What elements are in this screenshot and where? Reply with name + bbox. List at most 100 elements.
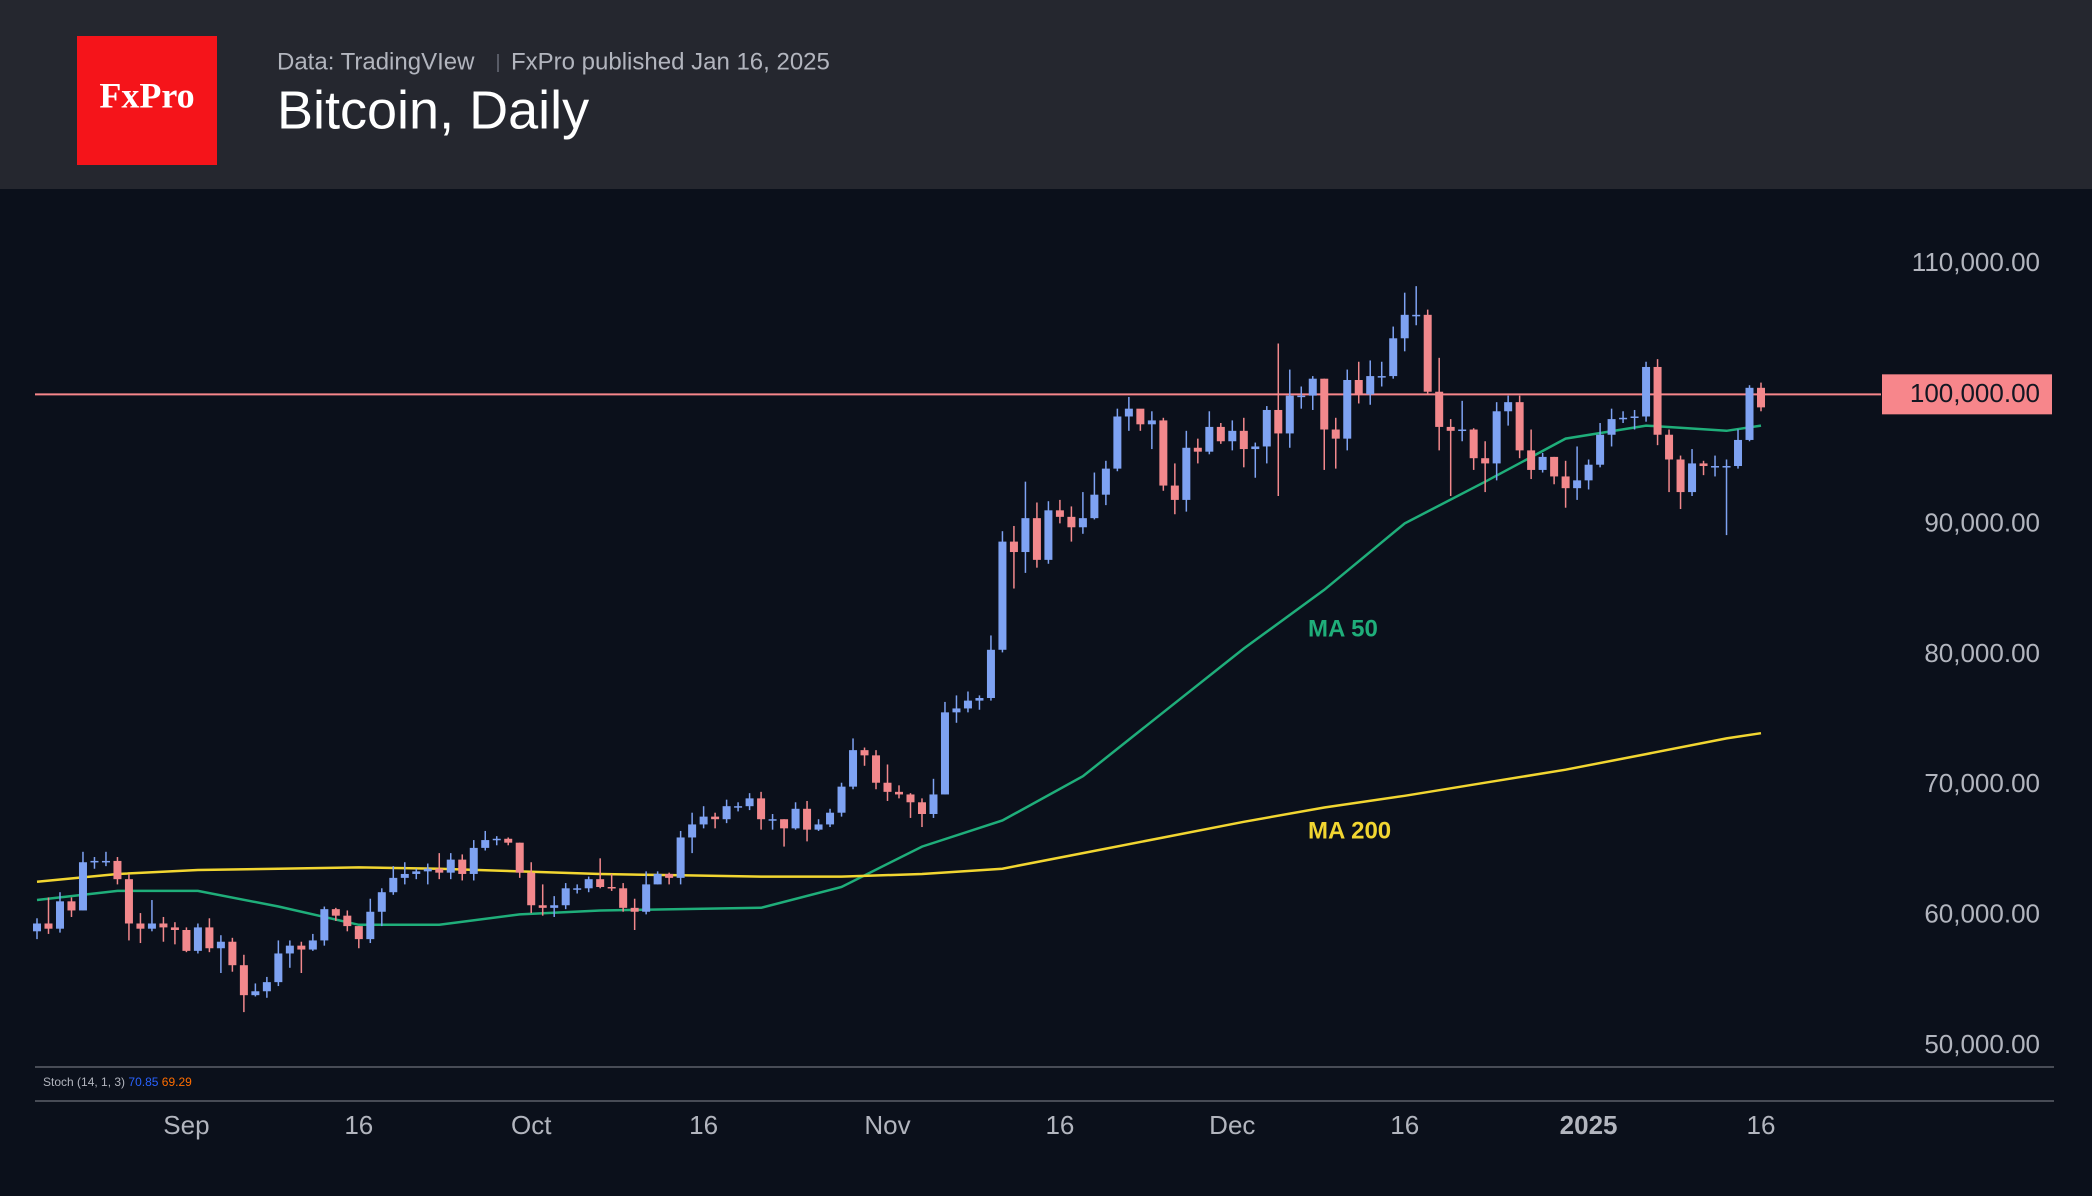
logo bbox=[77, 36, 217, 165]
candle bbox=[538, 884, 547, 916]
candle bbox=[826, 808, 835, 828]
candle bbox=[1619, 411, 1628, 424]
candle bbox=[952, 695, 961, 723]
candle-body bbox=[1711, 466, 1720, 468]
level-label-bg bbox=[1882, 374, 2052, 415]
candle bbox=[435, 853, 444, 880]
moving-average-line bbox=[36, 731, 1762, 884]
candle bbox=[136, 913, 145, 944]
candle-body bbox=[1619, 417, 1628, 420]
candle-body bbox=[136, 923, 145, 929]
candle bbox=[515, 842, 524, 878]
candle-body bbox=[435, 868, 444, 873]
candle bbox=[1297, 386, 1306, 409]
candle-body bbox=[1389, 338, 1398, 377]
candle bbox=[193, 923, 202, 954]
candle bbox=[1469, 428, 1478, 470]
candle-body bbox=[584, 879, 593, 889]
candle-body bbox=[1297, 395, 1306, 398]
candle-body bbox=[1032, 518, 1041, 560]
candle-body bbox=[182, 930, 191, 951]
candle-body bbox=[1446, 426, 1455, 431]
candle-body bbox=[1458, 429, 1467, 432]
candle-body bbox=[711, 816, 720, 820]
candle-body bbox=[423, 868, 432, 872]
candle-body bbox=[860, 750, 869, 756]
candle-body bbox=[906, 794, 915, 803]
candle-body bbox=[366, 911, 375, 940]
candle-body bbox=[952, 708, 961, 713]
candle bbox=[55, 892, 64, 933]
candle bbox=[573, 884, 582, 894]
candle-body bbox=[1170, 485, 1179, 500]
candle-body bbox=[573, 888, 582, 890]
candle bbox=[653, 871, 662, 885]
candle bbox=[113, 857, 122, 885]
candle bbox=[917, 798, 926, 828]
candle bbox=[1251, 442, 1260, 478]
candle-body bbox=[607, 886, 616, 889]
candle bbox=[469, 840, 478, 881]
candle-body bbox=[469, 847, 478, 874]
candle bbox=[1032, 502, 1041, 568]
candle bbox=[1205, 411, 1214, 455]
candle-body bbox=[412, 871, 421, 874]
candle bbox=[1642, 361, 1651, 422]
candle bbox=[239, 954, 248, 1013]
candle bbox=[228, 937, 237, 972]
candle-body bbox=[1412, 314, 1421, 317]
candle-body bbox=[527, 872, 536, 906]
candle bbox=[711, 812, 720, 829]
candle bbox=[343, 910, 352, 932]
candle bbox=[1320, 378, 1329, 470]
candle bbox=[170, 922, 179, 945]
candle bbox=[331, 907, 340, 921]
candle bbox=[768, 814, 777, 830]
candle-body bbox=[699, 816, 708, 825]
x-tick-label: 16 bbox=[689, 1110, 718, 1140]
candle-body bbox=[1561, 476, 1570, 489]
candle bbox=[492, 836, 501, 846]
x-tick-label: 16 bbox=[1390, 1110, 1419, 1140]
candle bbox=[940, 701, 949, 795]
candle-body bbox=[895, 791, 903, 795]
candle bbox=[699, 806, 708, 829]
candle bbox=[1458, 400, 1467, 442]
candle-body bbox=[1757, 387, 1765, 408]
candle-body bbox=[33, 923, 41, 932]
candle bbox=[1722, 459, 1731, 536]
candle-body bbox=[1630, 416, 1639, 418]
candle-body bbox=[642, 884, 651, 912]
candle bbox=[446, 853, 455, 880]
candle bbox=[1136, 408, 1145, 431]
candle-body bbox=[159, 923, 168, 928]
candle bbox=[803, 800, 812, 842]
series-label: MA 50 bbox=[1308, 615, 1378, 642]
candle-body bbox=[274, 953, 283, 983]
candle bbox=[124, 873, 133, 941]
candle bbox=[1216, 423, 1225, 444]
x-tick-label: 16 bbox=[1747, 1110, 1776, 1140]
y-tick-label: 70,000.00 bbox=[1924, 768, 2040, 798]
x-tick-label: 16 bbox=[1045, 1110, 1074, 1140]
candle-body bbox=[653, 873, 662, 885]
candle bbox=[1435, 357, 1444, 451]
candle bbox=[1009, 525, 1018, 589]
candle-body bbox=[1722, 466, 1731, 468]
candle-body bbox=[308, 940, 317, 950]
candle-body bbox=[343, 915, 352, 927]
candle bbox=[285, 940, 294, 968]
candle bbox=[872, 750, 881, 790]
candle-body bbox=[1492, 411, 1501, 464]
candle-body bbox=[228, 941, 237, 966]
candle bbox=[734, 802, 743, 812]
candle bbox=[849, 738, 858, 790]
candle-body bbox=[377, 892, 386, 912]
candle bbox=[1596, 423, 1605, 468]
candle bbox=[262, 976, 271, 998]
candle-body bbox=[803, 808, 812, 830]
candle bbox=[423, 863, 432, 885]
candle bbox=[975, 695, 984, 710]
candle bbox=[1331, 417, 1340, 469]
candle-body bbox=[251, 991, 260, 996]
